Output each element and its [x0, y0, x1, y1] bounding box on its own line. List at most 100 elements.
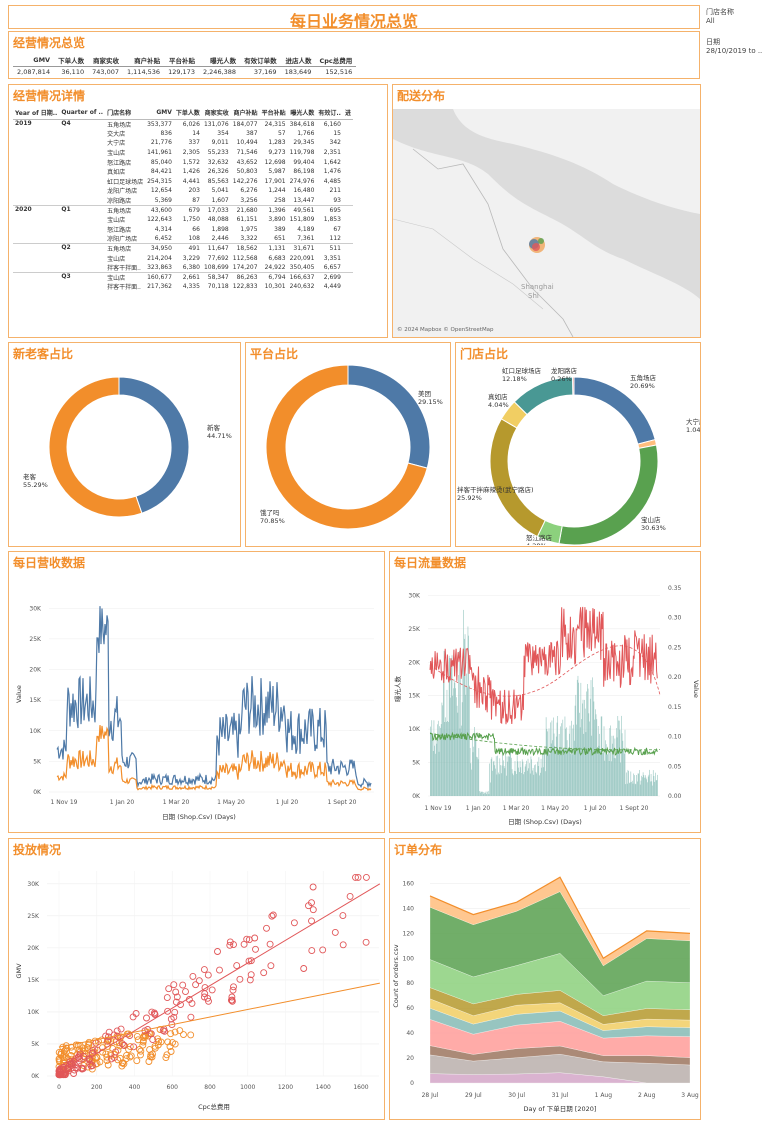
date-filter-value[interactable]: 28/10/2019 to ..	[706, 47, 763, 55]
traffic-bar[interactable]	[644, 775, 646, 796]
scatter-point-gmv[interactable]	[362, 873, 370, 881]
detail-column-header[interactable]: 门店名称	[105, 107, 146, 120]
traffic-bar[interactable]	[571, 720, 572, 796]
traffic-bar[interactable]	[511, 757, 512, 796]
scatter-point-gmv[interactable]	[230, 983, 237, 991]
scatter-point-income[interactable]	[187, 1031, 195, 1039]
traffic-bar[interactable]	[650, 781, 651, 797]
traffic-bar[interactable]	[459, 728, 461, 797]
traffic-bar[interactable]	[494, 765, 496, 796]
traffic-bar[interactable]	[621, 715, 622, 796]
scatter-point-gmv[interactable]	[236, 975, 244, 983]
traffic-bar[interactable]	[545, 717, 547, 796]
traffic-bar[interactable]	[618, 720, 619, 797]
scatter-point-gmv[interactable]	[195, 977, 203, 985]
scatter-point-gmv[interactable]	[200, 993, 208, 1001]
scatter-point-gmv[interactable]	[79, 1065, 87, 1073]
traffic-bar[interactable]	[632, 783, 634, 796]
traffic-bar[interactable]	[587, 688, 589, 796]
scatter-point-gmv[interactable]	[226, 941, 234, 949]
traffic-bar[interactable]	[570, 753, 572, 796]
table-row[interactable]: Q3 宝山店 160,677 2,661 58,347 86,263 6,794 166,63…	[13, 272, 353, 283]
scatter-point-income[interactable]	[104, 1061, 112, 1069]
traffic-bar[interactable]	[609, 728, 611, 796]
scatter-point-income[interactable]	[67, 1043, 75, 1051]
traffic-bar[interactable]	[460, 659, 462, 796]
scatter-point-gmv[interactable]	[204, 971, 212, 979]
traffic-bar[interactable]	[578, 682, 579, 796]
donut-slice-1[interactable]	[265, 365, 428, 530]
traffic-bar[interactable]	[575, 694, 577, 796]
traffic-bar[interactable]	[629, 783, 630, 796]
traffic-bar[interactable]	[511, 769, 513, 796]
traffic-bar[interactable]	[605, 744, 607, 796]
traffic-bar[interactable]	[542, 767, 544, 796]
traffic-bar[interactable]	[600, 716, 602, 797]
scatter-point-income[interactable]	[136, 1046, 143, 1053]
traffic-bar[interactable]	[435, 753, 436, 796]
table-row[interactable]: 大宁店 21,776 337 9,011 10,494 1,283 29,345 342	[13, 138, 353, 148]
traffic-bar[interactable]	[604, 760, 606, 796]
scatter-point-income[interactable]	[118, 1062, 126, 1070]
scatter-point-income[interactable]	[176, 1027, 184, 1035]
table-row[interactable]: 宝山店 122,643 1,750 48,088 61,151 3,890 151,809 1…	[13, 215, 353, 225]
traffic-bar[interactable]	[546, 728, 548, 796]
traffic-bar[interactable]	[519, 761, 521, 796]
store-filter[interactable]: 门店名称 All	[706, 8, 734, 26]
table-row[interactable]: 龙阳广场店 12,654 203 5,041 6,276 1,244 16,480 211	[13, 186, 353, 196]
scatter-point-gmv[interactable]	[216, 966, 223, 974]
traffic-bar[interactable]	[537, 761, 538, 796]
scatter-point-gmv[interactable]	[187, 1013, 195, 1021]
traffic-bar[interactable]	[600, 750, 601, 796]
traffic-bar[interactable]	[461, 702, 463, 796]
scatter-point-gmv[interactable]	[346, 892, 354, 900]
traffic-bar[interactable]	[639, 770, 640, 796]
traffic-bar[interactable]	[559, 747, 561, 796]
traffic-bar[interactable]	[508, 756, 509, 796]
traffic-bar[interactable]	[523, 774, 524, 796]
scatter-point-gmv[interactable]	[269, 911, 277, 919]
traffic-bar[interactable]	[549, 754, 551, 796]
scatter-point-gmv[interactable]	[151, 1010, 159, 1018]
delivery-map[interactable]: Shanghai Shi © 2024 Mapbox © OpenStreetM…	[393, 109, 700, 337]
scatter-point-income[interactable]	[151, 1042, 159, 1050]
traffic-bar[interactable]	[602, 752, 603, 796]
traffic-bar[interactable]	[486, 794, 488, 796]
traffic-bar[interactable]	[635, 784, 637, 796]
scatter-point-gmv[interactable]	[309, 906, 317, 914]
traffic-bar[interactable]	[553, 733, 555, 797]
scatter-point-income[interactable]	[137, 1051, 144, 1059]
detail-column-header[interactable]: 商户补贴	[230, 107, 260, 120]
traffic-bar[interactable]	[464, 638, 465, 796]
traffic-bar[interactable]	[438, 751, 440, 796]
scatter-point-gmv[interactable]	[243, 935, 251, 943]
detail-column-header[interactable]: 有效订..	[316, 107, 343, 120]
traffic-bar[interactable]	[585, 732, 587, 796]
traffic-bar[interactable]	[520, 767, 522, 796]
traffic-bar[interactable]	[647, 782, 648, 796]
scatter-point-gmv[interactable]	[192, 981, 200, 989]
detail-column-header[interactable]: 平台补贴	[259, 107, 288, 120]
traffic-bar[interactable]	[602, 752, 604, 796]
traffic-bar[interactable]	[568, 733, 570, 796]
scatter-point-gmv[interactable]	[246, 976, 254, 984]
traffic-bar[interactable]	[434, 745, 435, 796]
scatter-point-gmv[interactable]	[120, 1042, 128, 1049]
traffic-bar[interactable]	[508, 756, 510, 796]
traffic-bar[interactable]	[450, 666, 452, 796]
scatter-point-income[interactable]	[74, 1041, 82, 1049]
scatter-point-gmv[interactable]	[188, 999, 196, 1007]
traffic-bar[interactable]	[610, 761, 612, 796]
traffic-bar[interactable]	[430, 726, 431, 796]
traffic-bar[interactable]	[503, 766, 505, 796]
donut-slice-7[interactable]	[572, 376, 575, 396]
revenue-line-chart[interactable]: 0K 5K 10K 15K 20K 25K 30K 1 Nov 19 1 Jan 20 1 Mar…	[9, 574, 384, 832]
scatter-point-gmv[interactable]	[290, 919, 298, 927]
traffic-bar[interactable]	[596, 719, 598, 796]
scatter-point-gmv[interactable]	[129, 1013, 137, 1021]
traffic-bar[interactable]	[524, 772, 525, 796]
traffic-bar[interactable]	[456, 697, 457, 796]
traffic-bar[interactable]	[567, 751, 569, 796]
traffic-bar[interactable]	[536, 773, 538, 796]
traffic-bar[interactable]	[444, 722, 446, 796]
